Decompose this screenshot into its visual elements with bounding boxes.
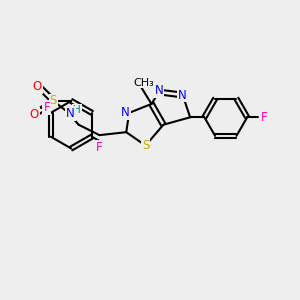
Text: CH₃: CH₃ xyxy=(134,77,154,88)
Text: F: F xyxy=(261,111,268,124)
Text: F: F xyxy=(96,141,103,154)
Text: S: S xyxy=(142,139,149,152)
Text: N: N xyxy=(121,106,130,119)
Text: O: O xyxy=(32,80,42,93)
Text: N: N xyxy=(66,107,75,120)
Text: N: N xyxy=(154,84,163,97)
Text: H: H xyxy=(73,105,81,115)
Text: F: F xyxy=(44,101,50,114)
Text: O: O xyxy=(29,108,39,121)
Text: N: N xyxy=(178,88,187,101)
Text: S: S xyxy=(50,94,57,107)
